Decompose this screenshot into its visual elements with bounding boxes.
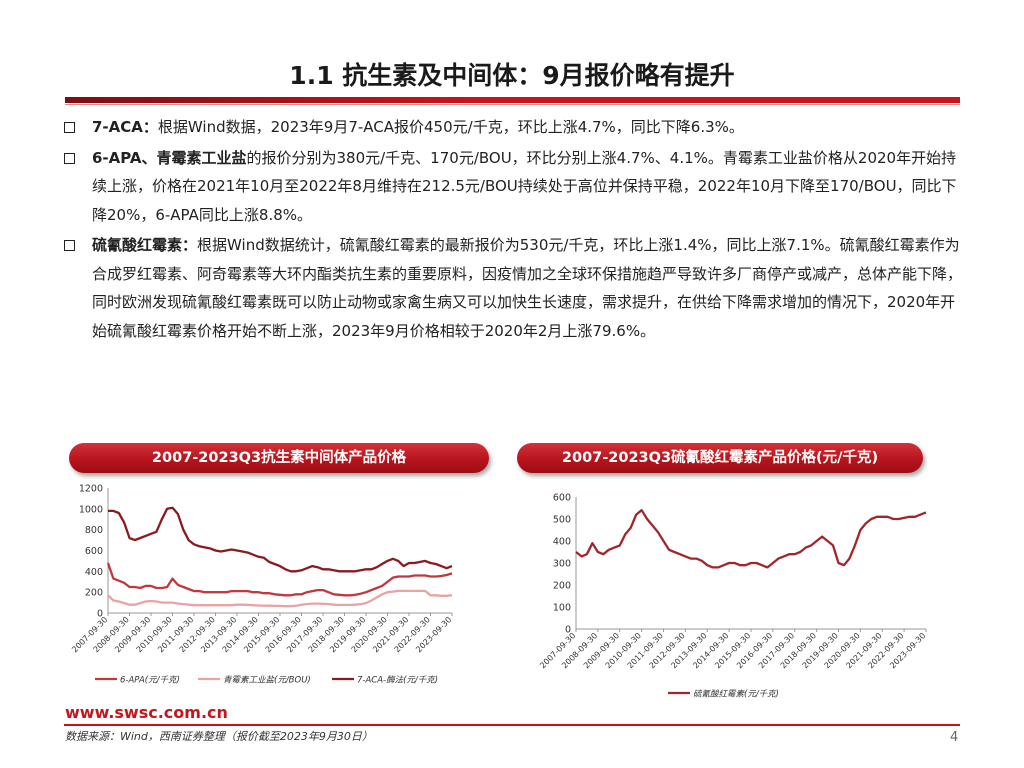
- y-tick-label: 600: [553, 493, 571, 504]
- y-tick-label: 400: [85, 567, 103, 578]
- series-line-1: [107, 589, 453, 608]
- bullet-sep: ：: [182, 236, 198, 254]
- y-tick-label: 500: [553, 515, 571, 526]
- legend-label: 7-ACA-酶法(元/千克): [357, 675, 438, 686]
- square-bullet-icon: [64, 122, 75, 133]
- legend-label: 6-APA(元/千克): [120, 675, 180, 686]
- y-tick-label: 400: [553, 537, 571, 548]
- square-bullet-icon: [64, 152, 75, 164]
- y-tick-label: 200: [85, 588, 103, 599]
- data-source-note: 数据来源：Wind，西南证券整理（报价截至2023年9月30日）: [65, 730, 373, 743]
- chart2-erythromycin-price: 01002003004005006002007-09-302008-09-302…: [538, 493, 927, 700]
- y-tick-label: 1000: [79, 504, 103, 515]
- chart1-intermediates-price: 0200400600800100012002007-09-302008-09-3…: [70, 484, 453, 686]
- bullet-item-6apa: 6-APA、青霉素工业盐的报价分别为380元/千克、170元/BOU，环比分别上…: [62, 144, 967, 230]
- bullet-item-erythromycin: 硫氰酸红霉素：根据Wind数据统计，硫氰酸红霉素的最新报价为530元/千克，环比…: [62, 231, 967, 345]
- chart1-title-banner: 2007-2023Q3抗生素中间体产品价格: [69, 443, 489, 473]
- bullet-head: 硫氰酸红霉素: [92, 236, 183, 254]
- footer-divider: [64, 724, 960, 726]
- title-underline-thin: [65, 104, 960, 105]
- y-tick-label: 200: [553, 581, 571, 592]
- bullet-text: 根据Wind数据统计，硫氰酸红霉素的最新报价为530元/千克，环比上涨1.4%，…: [92, 236, 963, 340]
- page-number: 4: [950, 730, 959, 745]
- footer-url[interactable]: www.swsc.com.cn: [65, 703, 228, 722]
- bullet-list: 7-ACA：根据Wind数据，2023年9月7-ACA报价450元/千克，环比上…: [62, 113, 967, 347]
- y-tick-label: 0: [565, 625, 571, 636]
- bullet-head: 6-APA、青霉素工业盐: [92, 148, 247, 167]
- y-tick-label: 100: [553, 603, 571, 614]
- square-bullet-icon: [64, 240, 75, 251]
- legend-label: 硫氰酸红霉素(元/千克): [693, 689, 779, 700]
- bullet-text: 的报价分别为380元/千克、170元/BOU，环比分别上涨4.7%、4.1%。青…: [92, 148, 957, 224]
- legend-label: 青霉素工业盐(元/BOU): [223, 675, 311, 686]
- series-line-0: [575, 509, 927, 569]
- page-title: 1.1 抗生素及中间体：9月报价略有提升: [289, 61, 735, 90]
- y-tick-label: 1200: [79, 484, 103, 495]
- y-tick-label: 300: [553, 559, 571, 570]
- title-underline: [65, 97, 960, 103]
- bullet-text: 根据Wind数据，2023年9月7-ACA报价450元/千克，环比上涨4.7%，…: [157, 118, 744, 136]
- y-tick-label: 0: [97, 609, 103, 620]
- series-line-2: [108, 506, 453, 573]
- y-tick-label: 800: [85, 525, 103, 536]
- bullet-item-7aca: 7-ACA：根据Wind数据，2023年9月7-ACA报价450元/千克，环比上…: [62, 113, 967, 142]
- series-line-0: [106, 562, 453, 597]
- chart2-title-banner: 2007-2023Q3硫氰酸红霉素产品价格(元/千克): [517, 443, 923, 473]
- bullet-sep: ：: [142, 118, 158, 136]
- bullet-head: 7-ACA: [92, 118, 143, 136]
- y-tick-label: 600: [85, 546, 103, 557]
